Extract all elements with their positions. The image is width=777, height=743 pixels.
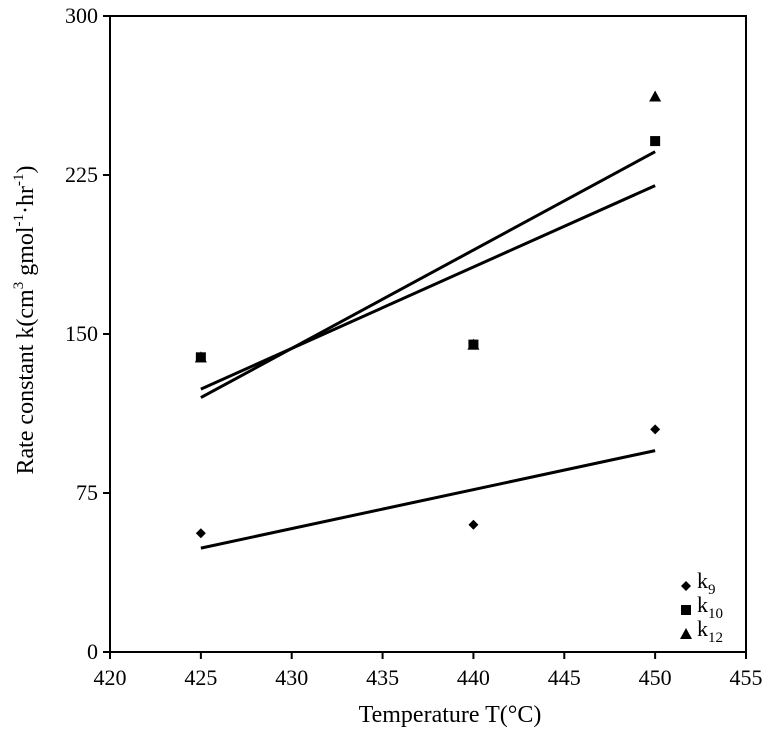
x-tick-label: 445	[548, 665, 581, 690]
x-tick-label: 435	[366, 665, 399, 690]
fit-lines	[200, 150, 656, 550]
x-tick-label: 450	[639, 665, 672, 690]
x-tick-label: 425	[184, 665, 217, 690]
y-tick-label: 75	[76, 480, 98, 505]
y-axis-title: Rate constant k(cm3 gmol-1·hr-1)	[11, 165, 39, 474]
x-tick-label: 420	[94, 665, 127, 690]
y-tick-label: 150	[65, 321, 98, 346]
point-k9	[195, 528, 206, 539]
y-tick-label: 300	[65, 3, 98, 28]
x-axis-ticks: 420 425 430 435 440 445 450 455	[94, 652, 763, 690]
y-axis-title-sup-2: -1	[11, 214, 27, 227]
x-tick-label: 455	[730, 665, 763, 690]
point-k12	[467, 338, 480, 350]
point-k12	[649, 90, 662, 102]
y-axis-title-prefix: Rate constant k(cm	[13, 289, 39, 475]
x-tick-label: 430	[275, 665, 308, 690]
legend-marker-k9	[681, 581, 691, 591]
point-k10	[650, 136, 661, 147]
legend-label-k10: k10	[697, 592, 723, 622]
data-markers	[194, 90, 662, 539]
y-axis-title-sup-3: -1	[11, 173, 27, 186]
x-axis-title: Temperature T(°C)	[359, 702, 542, 728]
y-tick-label: 225	[65, 162, 98, 187]
legend-label-k9: k9	[697, 568, 716, 598]
legend-marker-k10	[681, 605, 691, 615]
point-k9	[650, 424, 661, 435]
point-k9	[468, 519, 479, 530]
y-axis-title-mid-1: gmol	[13, 226, 39, 282]
y-axis-title-sup-1: 3	[11, 282, 27, 290]
legend-marker-k12	[680, 628, 692, 639]
point-k12	[194, 351, 207, 363]
y-tick-label: 0	[87, 639, 98, 664]
legend-label-k12: k12	[697, 616, 723, 646]
fit-line-k12	[200, 150, 656, 399]
y-axis-ticks: 0 75 150 225 300	[65, 3, 110, 664]
y-axis-title-suffix: )	[13, 165, 39, 173]
fit-line-k10	[200, 184, 656, 391]
x-tick-label: 440	[457, 665, 490, 690]
plot-frame	[109, 15, 747, 653]
fit-line-k9	[200, 449, 656, 550]
y-axis-title-mid-2: ·hr	[13, 186, 39, 214]
